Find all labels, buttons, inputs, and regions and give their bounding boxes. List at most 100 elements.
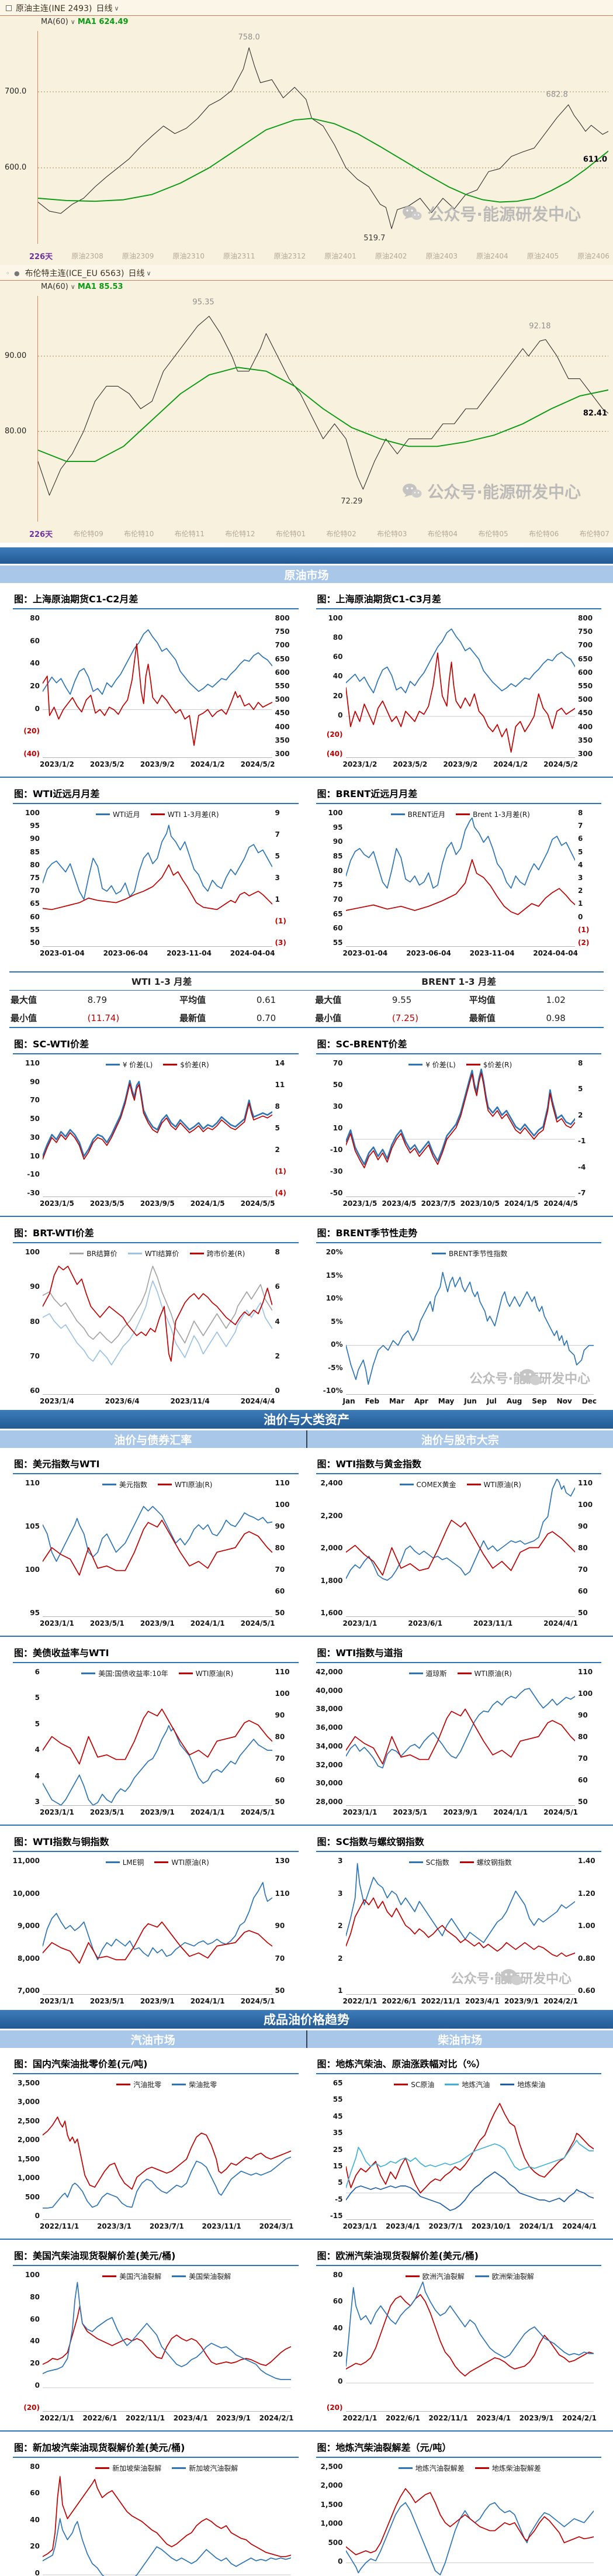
y-tick: 38,000 xyxy=(316,1705,343,1713)
y-tick: 60 xyxy=(275,1587,285,1595)
y-tick: 8 xyxy=(578,809,583,817)
contract-label: 原油2311 xyxy=(223,252,255,260)
y-tick: 55 xyxy=(333,2095,343,2104)
y-tick: 750 xyxy=(578,627,593,636)
y-axis-right: 130 110 90 70 50 xyxy=(272,1857,299,1995)
y-tick: 5 xyxy=(275,1124,280,1132)
candlestick-panel-sc-crude: 原油主连(INE 2493) 日线 ∨ MA(60) ∨ MA1 624.49 … xyxy=(0,0,613,265)
legend-marker-icon xyxy=(154,1861,169,1863)
contract-label: 布伦特12 xyxy=(225,530,255,538)
y-tick: 1 xyxy=(338,1987,343,1995)
legend-label: SC指数 xyxy=(425,1858,449,1867)
plot-area: 758.0 682.8 519.7 611.0 xyxy=(37,31,608,244)
y-tick: 35 xyxy=(333,2129,343,2137)
legend-label: BRENT季节性指数 xyxy=(449,1250,508,1258)
y-axis-right: 8 5 2 -1 -4 -7 xyxy=(575,1059,601,1197)
legend-item: 地炼柴油裂解差 xyxy=(475,2463,541,2473)
period-dropdown[interactable]: 日线 ∨ xyxy=(96,2,119,14)
plot-wrap: 70 50 30 10 -10 -30 -50 ¥ 价差(L) $价差(R) 8 5 2 -1 -4 -7 xyxy=(316,1059,602,1197)
instrument-title: 原油主连(INE 2493) xyxy=(16,4,92,13)
x-axis: 2022/1/1 2022/6/1 2022/11/1 2023/4/1 2023/9/… xyxy=(343,1995,579,2005)
x-tick: 2023/1/5 xyxy=(40,1199,74,1208)
candlestick-plot: MA(60) ∨ MA1 85.53 95.35 92.18 72.29 82.41 … xyxy=(0,281,613,526)
y-tick: 550 xyxy=(275,681,290,690)
chart-legend: 汽油批零 柴油批零 xyxy=(43,2080,291,2089)
y-tick: 90 xyxy=(30,834,40,843)
legend-label: WTI 1-3月差(R) xyxy=(167,811,219,819)
section-subbands: 汽油市场 柴油市场 xyxy=(0,2029,613,2048)
x-tick: 2023/4/1 xyxy=(476,2414,511,2422)
legend-item: Brent 1-3月差(R) xyxy=(456,809,530,819)
chart-legend: BR结算价 WTI结算价 跨市价差(R) xyxy=(43,1249,272,1258)
y-tick: 3 xyxy=(578,873,583,882)
legend-item: $价差(R) xyxy=(163,1060,209,1070)
y-tick: 80 xyxy=(30,860,40,869)
section-band-title xyxy=(0,547,613,564)
table-header: WTI 1-3 月差 xyxy=(9,971,314,991)
y-tick: 105 xyxy=(25,1522,40,1530)
plot-svg xyxy=(346,1479,576,1616)
chart-title: 图：地炼汽柴油、原油涨跌幅对比（%） xyxy=(316,2055,601,2074)
y-tick: 0 xyxy=(338,711,343,719)
stat-label: 平均值 xyxy=(179,995,206,1005)
x-tick: 2023-01-04 xyxy=(342,949,388,957)
legend-marker-icon xyxy=(394,2084,408,2085)
x-tick: 2024/5/2 xyxy=(543,760,578,768)
chevron-down-icon: ∨ xyxy=(70,18,75,26)
y-tick: 20 xyxy=(30,2542,40,2551)
y-tick: 100 xyxy=(578,1501,593,1509)
y-tick: 2 xyxy=(338,1922,343,1930)
y-tick: 110 xyxy=(25,1479,40,1487)
x-tick: Feb xyxy=(365,1397,380,1405)
price-annotation: 758.0 xyxy=(238,33,260,42)
ma-indicator[interactable]: MA(60) ∨ MA1 85.53 xyxy=(41,282,123,291)
legend-label: 地炼汽油 xyxy=(462,2081,490,2089)
y-axis-right xyxy=(594,2079,601,2220)
plot-area: COMEX黄金 WTI原油(R) xyxy=(345,1479,576,1617)
subband-title: 汽油市场 xyxy=(0,2030,307,2048)
y-tick: 60 xyxy=(30,2315,40,2323)
y-tick: 110 xyxy=(275,1889,290,1898)
stats-table: WTI 1-3 月差 BRENT 1-3 月差 最大值 8.79 平均值 0.61 最大值 9… xyxy=(9,971,604,1028)
ma-indicator[interactable]: MA(60) ∨ MA1 624.49 xyxy=(41,18,129,26)
legend-label: Brent 1-3月差(R) xyxy=(473,811,530,819)
chart-title: 图：WTI近远月月差 xyxy=(13,785,299,804)
legend-marker-icon xyxy=(102,1484,117,1485)
x-tick: 2023/5/2 xyxy=(89,760,124,768)
y-tick: 40 xyxy=(333,672,343,681)
x-tick: 2023/9/5 xyxy=(140,1199,175,1208)
y-axis-left: 3 3 2 2 1 xyxy=(316,1857,346,1995)
legend-item: 新加坡柴油裂解 xyxy=(95,2463,161,2473)
y-tick: 95 xyxy=(30,1609,40,1617)
y-tick: 650 xyxy=(275,654,290,663)
y-tick: 130 xyxy=(275,1857,290,1865)
y-tick: 90 xyxy=(30,1077,40,1086)
contract-label: 原油2404 xyxy=(476,252,508,260)
plot-svg xyxy=(43,2463,291,2576)
chart-cell: 图：地炼汽柴油、原油涨跌幅对比（%） 65 55 45 35 25 15 5 -5 -15 SC原油… xyxy=(307,2053,610,2230)
y-tick: 1.40 xyxy=(578,1857,595,1865)
section-band: 原油市场 xyxy=(0,547,613,583)
gridline-value: 700.0 xyxy=(5,87,27,96)
y-tick: (40) xyxy=(326,749,343,758)
plot-wrap: 100 80 60 40 20 0 (20) 美国汽油裂解 美国柴油裂解 xyxy=(13,2271,299,2412)
gridline-value: 80.00 xyxy=(5,426,27,436)
x-tick: 2023/1/1 xyxy=(342,2222,378,2230)
legend-item: 跨市价差(R) xyxy=(189,1249,245,1258)
chart-legend: BRENT季节性指数 xyxy=(346,1249,594,1258)
legend-label: 螺纹钢指数 xyxy=(476,1858,512,1867)
plot-area: SC指数 螺纹钢指数 公众号·能源研发中心 xyxy=(345,1857,575,1995)
legend-label: ¥ 价差(L) xyxy=(425,1061,456,1069)
y-tick: 90 xyxy=(578,1522,588,1530)
chart-title: 图：BRENT近远月月差 xyxy=(316,785,601,804)
y-tick: 110 xyxy=(578,1479,593,1487)
legend-item: 新加坡汽油裂解 xyxy=(172,2463,238,2473)
x-axis: Jan Feb Mar Apr May Jun Jul Aug Sep Nov Dec xyxy=(343,1395,597,1405)
y-tick: 3 xyxy=(275,874,280,882)
y-axis-left: 80 60 40 20 0 (20) xyxy=(316,2271,346,2412)
period-label: 日线 xyxy=(96,4,113,13)
period-dropdown[interactable]: 日线 ∨ xyxy=(128,267,151,279)
x-tick: 2024/1/1 xyxy=(493,1808,528,1816)
x-tick: 2024/5/1 xyxy=(240,1808,275,1816)
stat-value: 9.55 xyxy=(392,994,412,1005)
